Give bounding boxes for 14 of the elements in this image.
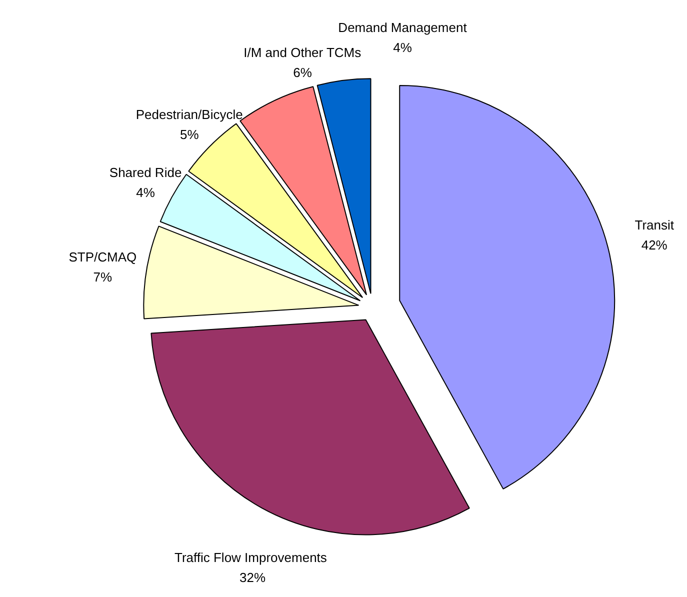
- data-label: 4%: [136, 185, 156, 200]
- data-label: 32%: [239, 570, 266, 585]
- data-label: 7%: [93, 269, 113, 284]
- slice-label: Pedestrian/Bicycle: [136, 106, 243, 122]
- data-label: 5%: [180, 126, 200, 142]
- slice-label: Demand Management: [338, 20, 468, 35]
- data-label: 4%: [393, 40, 412, 55]
- slice-label: Shared Ride: [109, 165, 182, 180]
- slice-label: Traffic Flow Improvements: [174, 550, 328, 565]
- data-label: 42%: [641, 238, 668, 253]
- slice-label: Transit: [634, 218, 674, 233]
- slice-label: STP/CMAQ: [68, 249, 137, 264]
- slice-label: I/M and Other TCMs: [244, 45, 362, 60]
- data-label: 6%: [293, 65, 312, 80]
